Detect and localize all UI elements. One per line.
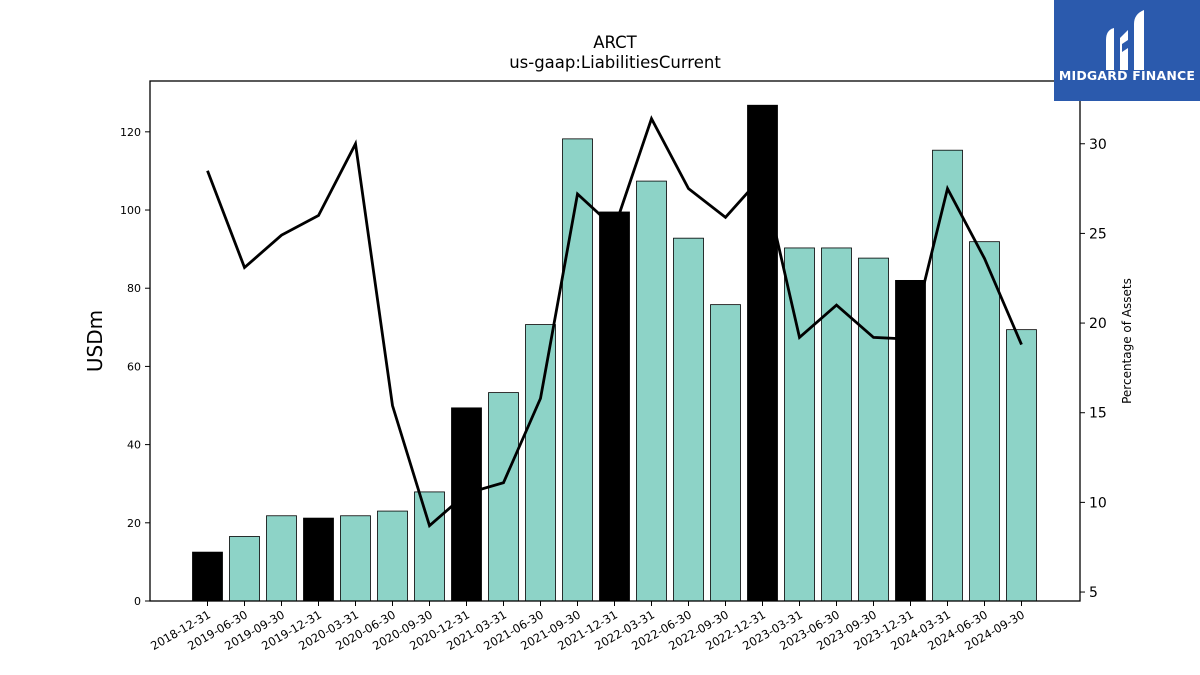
bar [895, 279, 926, 602]
x-axis: 2018-12-312019-06-302019-09-302019-12-31… [148, 601, 1027, 653]
bar [229, 536, 260, 602]
bar [710, 304, 741, 602]
line-series-path [206, 115, 1023, 529]
brand-logo: MIDGARD FINANCE [1054, 0, 1200, 101]
chart-subtitle: us-gaap:LiabilitiesCurrent [509, 53, 721, 72]
bar [525, 324, 556, 602]
line-series [206, 115, 1023, 529]
bar [340, 515, 371, 602]
y-tick-label: 40 [127, 439, 141, 452]
y2-tick-label: 15 [1089, 406, 1107, 422]
bar [932, 149, 963, 602]
bar [377, 510, 408, 602]
bar [673, 237, 704, 602]
bar [488, 392, 519, 602]
y-tick-label: 100 [120, 204, 141, 217]
y-axis-label: USDm [83, 310, 107, 372]
y-axis-right: 5 10 15 20 25 30 [1080, 137, 1107, 601]
brand-name: MIDGARD FINANCE [1058, 68, 1196, 83]
y2-tick-label: 30 [1089, 137, 1107, 153]
y-tick-label: 80 [127, 282, 141, 295]
bar [969, 241, 1000, 602]
bar [821, 247, 852, 602]
bar [599, 211, 630, 602]
chart-title: ARCT [593, 33, 637, 52]
y2-tick-label: 25 [1089, 226, 1107, 242]
bar [451, 407, 482, 602]
y2-tick-label: 20 [1089, 316, 1107, 332]
y-tick-label: 120 [120, 126, 141, 139]
bar [858, 257, 889, 602]
y-tick-label: 60 [127, 360, 141, 373]
y2-tick-label: 5 [1089, 585, 1098, 601]
bar [562, 138, 593, 602]
y-axis-left: 0 20 40 60 80 100 120 [120, 126, 150, 608]
bar [636, 180, 667, 602]
y-tick-label: 0 [134, 595, 141, 608]
y2-tick-label: 10 [1089, 495, 1107, 511]
bar-group [192, 104, 1037, 602]
y2-axis-label: Percentage of Assets [1120, 278, 1134, 404]
bar [192, 551, 223, 602]
bar [266, 515, 297, 602]
midgard-logo-icon [1106, 10, 1144, 70]
bar [784, 247, 815, 602]
bar [414, 491, 445, 602]
y-tick-label: 20 [127, 517, 141, 530]
bar [1006, 329, 1037, 602]
bar [303, 517, 334, 602]
